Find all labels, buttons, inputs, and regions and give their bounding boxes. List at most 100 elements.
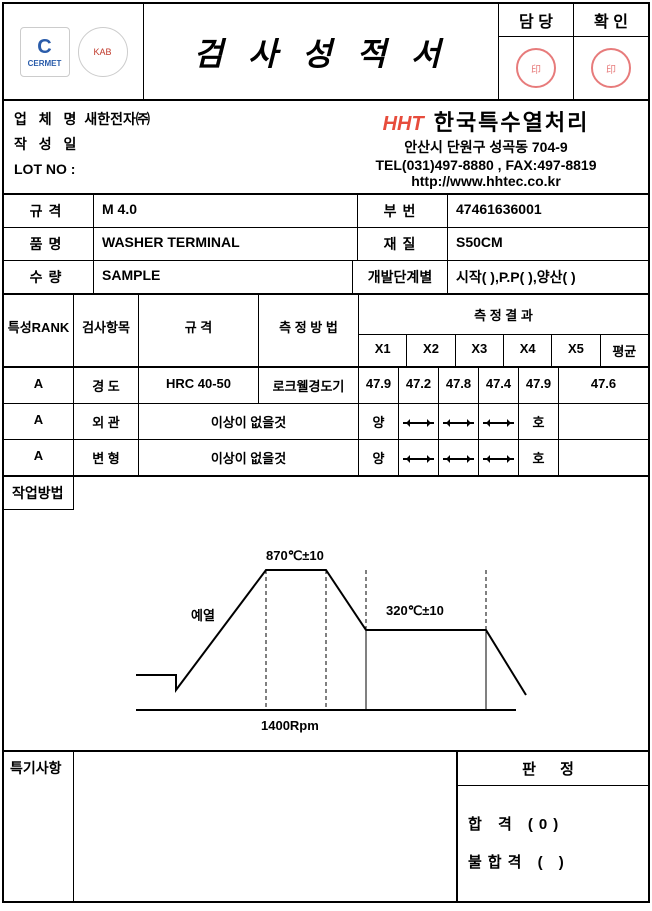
approval-stamps: 담 당 印 확 인 印 xyxy=(498,4,648,99)
footer: 특기사항 판 정 합 격 (0) 불합격 ( ) xyxy=(4,750,648,901)
arrow-cell xyxy=(479,404,519,439)
header: C CERMET KAB 검 사 성 적 서 담 당 印 확 인 印 xyxy=(4,4,648,101)
seal-icon: 印 xyxy=(516,48,556,88)
data-row: A경 도HRC 40-50로크웰경도기47.947.247.847.447.94… xyxy=(4,368,648,404)
notes-label: 특기사항 xyxy=(4,752,74,901)
stamp-area: 印 xyxy=(499,37,573,99)
x-col-header: X3 xyxy=(456,335,504,366)
work-method-label: 작업방법 xyxy=(4,477,74,510)
x-cell: 양 xyxy=(359,440,399,475)
rank-cell: A xyxy=(4,404,74,439)
spec-label: 품명 xyxy=(4,228,94,260)
vendor-tel: TEL(031)497-8880 , FAX:497-8819 xyxy=(334,157,638,173)
judgement-label: 판 정 xyxy=(458,752,648,786)
x-col-header: X4 xyxy=(504,335,552,366)
spec-row: 품명WASHER TERMINAL재질S50CM xyxy=(4,228,648,261)
rank-cell: A xyxy=(4,368,74,403)
x-cell: 47.9 xyxy=(519,368,559,403)
data-row: A변 형이상이 없을것양 호 xyxy=(4,440,648,475)
logo-cell: C CERMET KAB xyxy=(4,4,144,99)
svg-text:예열: 예열 xyxy=(191,608,215,623)
stamp-col-confirm: 확 인 印 xyxy=(573,4,648,99)
arrow-cell xyxy=(399,440,439,475)
results-title: 측 정 결 과 xyxy=(359,295,648,335)
page-title: 검 사 성 적 서 xyxy=(194,29,449,75)
svg-text:1400Rpm: 1400Rpm xyxy=(261,718,319,733)
x-cell: 47.9 xyxy=(359,368,399,403)
spec-label: 부번 xyxy=(358,195,448,227)
spec-row: 수량SAMPLE개발단계별시작( ),P.P( ),양산( ) xyxy=(4,261,648,295)
avg-cell xyxy=(559,404,648,439)
x-col-header: X2 xyxy=(407,335,455,366)
work-method-row: 작업방법 xyxy=(4,477,648,510)
x-col-header: X5 xyxy=(552,335,600,366)
col-results: 측 정 결 과 X1X2X3X4X5평균 xyxy=(359,295,648,366)
spec-label: 개발단계별 xyxy=(353,261,448,293)
spec-cell: 이상이 없을것 xyxy=(139,440,359,475)
data-row: A외 관이상이 없을것양호 xyxy=(4,404,648,440)
spec-value: S50CM xyxy=(448,228,648,260)
spec-value: 시작( ),P.P( ),양산( ) xyxy=(448,261,648,293)
col-spec: 규 격 xyxy=(139,295,259,366)
cermet-icon: C xyxy=(37,36,51,59)
x-cell: 양 xyxy=(359,404,399,439)
x-col-header: X1 xyxy=(359,335,407,366)
spec-row: 규격M 4.0부번47461636001 xyxy=(4,195,648,228)
spec-label: 재질 xyxy=(358,228,448,260)
method-cell: 로크웰경도기 xyxy=(259,368,359,403)
hht-logo: HHT xyxy=(383,113,424,135)
vendor-address: 안산시 단원구 성곡동 704-9 xyxy=(334,137,638,157)
fail-result: 불합격 ( ) xyxy=(468,844,638,882)
cermet-logo: C CERMET xyxy=(20,27,70,77)
stamp-area: 印 xyxy=(574,37,648,99)
col-item: 검사항목 xyxy=(74,295,139,366)
item-cell: 경 도 xyxy=(74,368,139,403)
avg-cell: 47.6 xyxy=(559,368,648,403)
lot-value: : xyxy=(71,161,76,177)
stamp-label: 확 인 xyxy=(574,4,648,37)
svg-text:320℃±10: 320℃±10 xyxy=(386,603,444,618)
spec-value: WASHER TERMINAL xyxy=(94,228,358,260)
avg-cell xyxy=(559,440,648,475)
x-cell: 47.2 xyxy=(399,368,439,403)
field-label: LOT NO xyxy=(14,161,67,177)
x-cell: 47.8 xyxy=(439,368,479,403)
x-cell: 호 xyxy=(519,404,559,439)
spec-label: 수량 xyxy=(4,261,94,293)
field-label: 업 체 명 xyxy=(14,107,80,132)
rank-cell: A xyxy=(4,440,74,475)
arrow-cell xyxy=(439,404,479,439)
inspection-report: C CERMET KAB 검 사 성 적 서 담 당 印 확 인 印 업 체 명… xyxy=(2,2,650,903)
company-info: 업 체 명 새한전자㈜ 작 성 일 LOT NO : HHT 한국특수열처리 안산… xyxy=(4,101,648,195)
svg-text:870℃±10: 870℃±10 xyxy=(266,548,324,563)
stamp-col-charge: 담 당 印 xyxy=(498,4,573,99)
vendor-url: http://www.hhtec.co.kr xyxy=(334,173,638,189)
col-rank: 특성RANK xyxy=(4,295,74,366)
spec-value: 47461636001 xyxy=(448,195,648,227)
item-cell: 변 형 xyxy=(74,440,139,475)
spec-value: SAMPLE xyxy=(94,261,353,293)
avg-col-header: 평균 xyxy=(601,335,648,366)
spec-label: 규격 xyxy=(4,195,94,227)
vendor-name: 한국특수열처리 xyxy=(434,110,590,135)
company-right: HHT 한국특수열처리 안산시 단원구 성곡동 704-9 TEL(031)497… xyxy=(324,101,648,193)
spec-value: M 4.0 xyxy=(94,195,358,227)
measurement-data: A경 도HRC 40-50로크웰경도기47.947.247.847.447.94… xyxy=(4,368,648,477)
work-method-chart: 870℃±10 320℃±10 예열 1400Rpm xyxy=(4,510,648,750)
notes-body xyxy=(74,752,458,901)
pass-result: 합 격 (0) xyxy=(468,806,638,844)
company-name-value: 새한전자㈜ xyxy=(84,111,150,127)
col-method: 측 정 방 법 xyxy=(259,295,359,366)
stamp-label: 담 당 xyxy=(499,4,573,37)
field-label: 작 성 일 xyxy=(14,132,80,157)
company-left: 업 체 명 새한전자㈜ 작 성 일 LOT NO : xyxy=(4,101,324,193)
arrow-cell xyxy=(399,404,439,439)
kab-logo: KAB xyxy=(78,27,128,77)
seal-icon: 印 xyxy=(591,48,631,88)
x-cell: 호 xyxy=(519,440,559,475)
arrow-cell xyxy=(479,440,519,475)
arrow-cell xyxy=(439,440,479,475)
spec-cell: 이상이 없을것 xyxy=(139,404,359,439)
heat-treatment-chart: 870℃±10 320℃±10 예열 1400Rpm xyxy=(116,520,536,740)
measurement-header: 특성RANK 검사항목 규 격 측 정 방 법 측 정 결 과 X1X2X3X4… xyxy=(4,295,648,368)
